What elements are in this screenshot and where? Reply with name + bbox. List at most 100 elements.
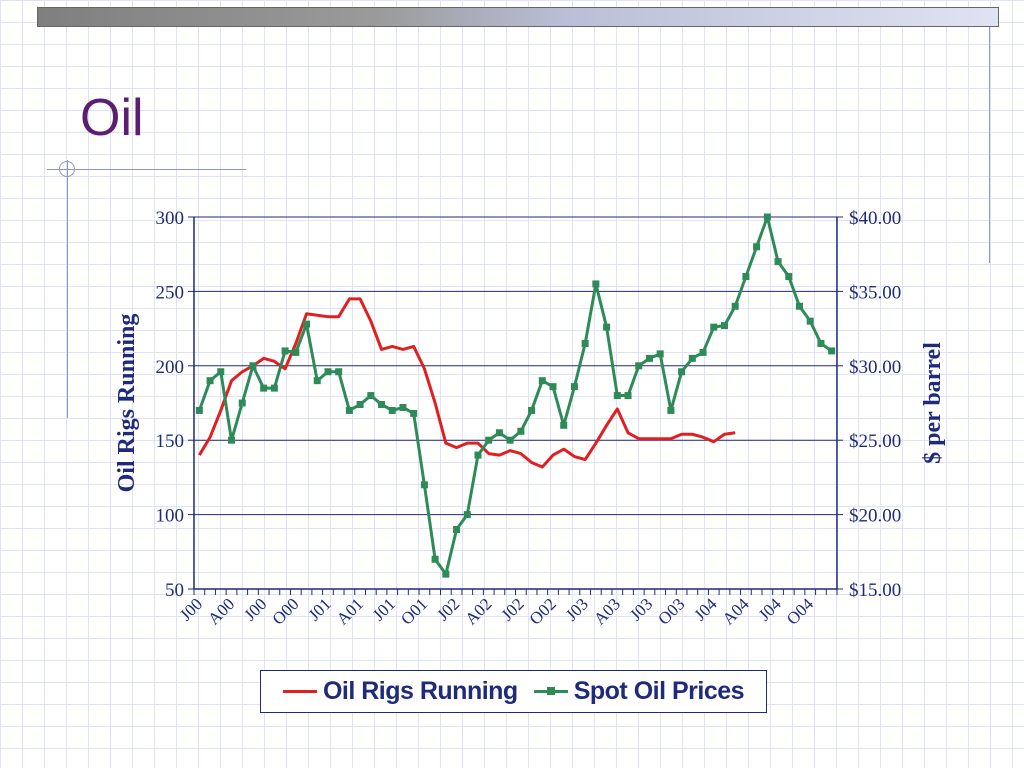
legend-item-rigs: Oil Rigs Running (282, 677, 518, 706)
legend-label-rigs: Oil Rigs Running (322, 677, 518, 705)
data-point-price (238, 399, 246, 407)
y-right-tick-label: $15.00 (849, 580, 901, 601)
data-point-price (592, 280, 600, 288)
x-tick-label: O02 (526, 594, 560, 628)
x-tick-label: A00 (204, 594, 238, 628)
x-tick-label: O03 (654, 594, 688, 628)
data-point-price (538, 377, 546, 385)
data-point-price (720, 322, 728, 330)
x-tick-label: J03 (626, 594, 656, 624)
chart-legend: Oil Rigs Running Spot Oil Prices (260, 670, 767, 713)
series (195, 213, 836, 578)
data-point-price (506, 436, 514, 444)
data-point-price (292, 348, 300, 356)
legend-label-price: Spot Oil Prices (573, 677, 745, 705)
data-point-price (270, 384, 278, 392)
data-point-price (635, 362, 643, 370)
data-point-price (463, 511, 471, 519)
series-line-price (197, 215, 833, 576)
data-point-price (581, 339, 589, 347)
legend-swatch-rigs (282, 690, 317, 693)
x-tick-label: A01 (333, 594, 367, 628)
data-point-price (753, 243, 761, 251)
data-point-price (645, 354, 653, 362)
data-point-price (549, 383, 557, 391)
data-point-price (517, 427, 525, 435)
axes (188, 216, 843, 595)
data-point-price (828, 347, 836, 355)
data-point-price (217, 368, 225, 376)
x-tick-label: A04 (719, 594, 753, 628)
data-point-price (795, 302, 803, 310)
y-left-tick-label: 250 (156, 282, 185, 303)
data-point-price (560, 421, 568, 429)
x-tick-label: O00 (268, 594, 302, 628)
x-tick-label: J03 (562, 594, 592, 624)
x-tick-label: O01 (397, 594, 431, 628)
data-point-price (806, 317, 814, 325)
data-point-price (570, 383, 578, 391)
decorative-line-right (989, 27, 990, 263)
data-point-price (345, 406, 353, 414)
data-point-price (678, 368, 686, 376)
x-tick-label: J02 (498, 594, 528, 624)
y-left-tick-label: 300 (156, 208, 185, 229)
legend-swatch-price (533, 687, 568, 695)
x-tick-label: J01 (369, 594, 399, 624)
data-point-price (249, 362, 257, 370)
data-point-price (485, 436, 493, 444)
y-left-tick-label: 200 (156, 357, 185, 378)
data-point-price (699, 348, 707, 356)
legend-item-price: Spot Oil Prices (533, 677, 745, 706)
data-point-price (303, 320, 311, 328)
data-point-price (431, 555, 439, 563)
y-left-tick-label: 100 (156, 506, 185, 527)
data-point-price (356, 400, 364, 408)
legend-marker-price (546, 687, 555, 695)
y-right-tick-label: $20.00 (849, 506, 901, 527)
data-point-price (710, 323, 718, 331)
x-tick-label: O04 (783, 594, 817, 628)
y-left-axis-title: Oil Rigs Running (114, 314, 140, 493)
y-right-tick-label: $35.00 (849, 282, 901, 303)
data-point-price (817, 339, 825, 347)
decorative-circle (59, 161, 75, 177)
data-point-price (367, 392, 375, 400)
y-left-tick-label: 50 (165, 580, 184, 601)
x-tick-label: A03 (590, 594, 624, 628)
gridlines (194, 216, 837, 516)
data-point-price (335, 368, 343, 376)
x-tick-label: J01 (305, 594, 335, 624)
y-right-tick-label: $25.00 (849, 431, 901, 452)
data-point-price (399, 403, 407, 411)
data-point-price (281, 347, 289, 355)
y-right-tick-label: $30.00 (849, 357, 901, 378)
data-point-price (624, 392, 632, 400)
data-point-price (742, 273, 750, 281)
data-point-price (495, 429, 503, 437)
series-line-rigs (198, 297, 736, 469)
data-point-price (613, 392, 621, 400)
y-right-tick-label: $40.00 (849, 208, 901, 229)
data-point-price (785, 273, 793, 281)
data-point-price (388, 406, 396, 414)
decorative-line-left (67, 160, 68, 418)
decorative-line-title (47, 169, 246, 170)
data-point-price (453, 525, 461, 533)
data-point-price (442, 570, 450, 578)
data-point-price (195, 406, 203, 414)
data-point-price (313, 377, 321, 385)
data-point-price (260, 384, 268, 392)
data-point-price (731, 302, 739, 310)
x-tick-label: A02 (461, 594, 495, 628)
x-tick-label: J02 (433, 594, 463, 624)
data-point-price (688, 354, 696, 362)
slide-header-bar (37, 7, 999, 27)
data-point-price (667, 406, 675, 414)
data-point-price (324, 368, 332, 376)
data-point-price (420, 481, 428, 489)
x-tick-label: J04 (690, 594, 720, 624)
data-point-price (206, 377, 214, 385)
data-point-price (528, 406, 536, 414)
